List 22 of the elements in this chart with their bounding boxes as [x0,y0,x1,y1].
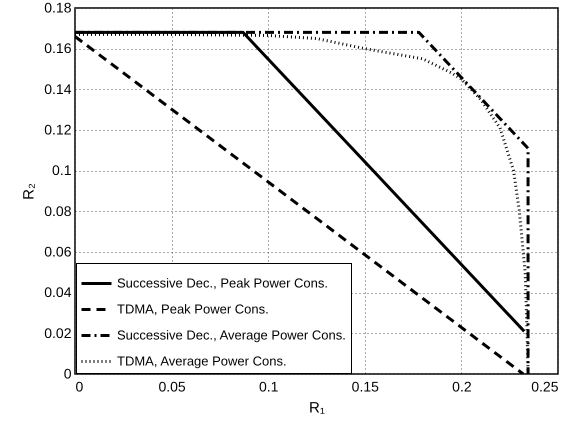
legend-label: Successive Dec., Average Power Cons. [117,328,346,342]
y-tick-label: 0.1 [52,162,72,178]
x-tick-label: 0.05 [158,378,186,394]
y-tick-label: 0 [64,366,72,382]
y-tick-label: 0.06 [44,244,72,260]
x-tick-label: 0.25 [531,378,559,394]
x-tick-label: 0.1 [258,378,279,394]
y-tick-label: 0.02 [44,324,72,341]
x-tick-label: 0 [76,378,84,394]
legend-label: Successive Dec., Peak Power Cons. [117,276,328,290]
x-tick-label: 0.15 [352,378,380,394]
y-tick-label: 0.08 [44,202,72,219]
y-tick-label: 0.14 [44,80,72,97]
y-tick-label: 0.16 [44,40,72,56]
x-tick-label: 0.2 [452,378,472,394]
legend-label: TDMA, Peak Power Cons. [117,302,269,316]
y-tick-label: 0.18 [44,0,72,16]
y-axis-title: R₂ [20,182,38,200]
y-tick-label: 0.04 [44,284,72,300]
legend-label: TDMA, Average Power Cons. [117,354,287,368]
x-axis-title: R₁ [309,400,325,416]
y-tick-label: 0.12 [44,122,72,138]
